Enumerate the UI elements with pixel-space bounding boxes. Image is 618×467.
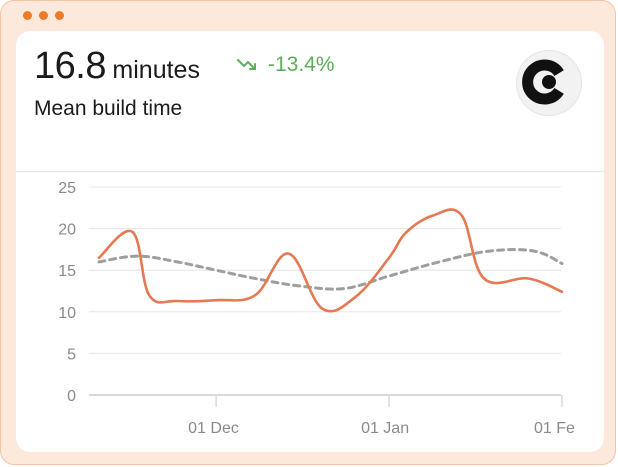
x-tick-label: 01 Dec (188, 420, 239, 437)
metric-value: 16.8 (34, 45, 106, 87)
metric-label: Mean build time (34, 97, 183, 120)
series-line-trend (97, 247, 564, 291)
trending-down-icon (237, 59, 256, 70)
window-controls (23, 11, 64, 20)
y-tick-label: 15 (58, 263, 76, 280)
y-tick-label: 20 (58, 222, 76, 239)
y-tick-label: 10 (58, 305, 76, 322)
chart-grid (89, 186, 561, 354)
metric-header: 16.8 minutes -13.4% Mean build time (16, 31, 604, 172)
circleci-logo-icon (516, 50, 582, 116)
build-time-chart: 0 5 10 15 20 25 01 Dec 01 Jan 01 Fe (16, 172, 604, 452)
y-tick-label: 0 (67, 388, 76, 405)
trend-indicator: -13.4% (236, 53, 335, 77)
y-tick-label: 5 (67, 346, 76, 363)
series-line-actual (97, 208, 564, 313)
window-dot-maximize[interactable] (55, 11, 64, 20)
y-tick-label: 25 (58, 180, 76, 197)
metric-headline: 16.8 minutes (34, 45, 200, 88)
x-tick-label: 01 Fe (534, 420, 575, 437)
y-axis-labels: 0 5 10 15 20 25 (58, 180, 76, 405)
window-dot-close[interactable] (23, 11, 32, 20)
chart-series (97, 208, 564, 313)
metric-unit: minutes (112, 56, 200, 84)
line-chart: 0 5 10 15 20 25 01 Dec 01 Jan 01 Fe (58, 180, 575, 437)
trend-change-value: -13.4% (268, 53, 335, 76)
metric-card: 16.8 minutes -13.4% Mean build time (16, 31, 604, 452)
x-axis: 01 Dec 01 Jan 01 Fe (89, 394, 575, 437)
x-tick-label: 01 Jan (361, 420, 409, 437)
window-dot-minimize[interactable] (39, 11, 48, 20)
circleci-logo-graphic (522, 59, 564, 105)
